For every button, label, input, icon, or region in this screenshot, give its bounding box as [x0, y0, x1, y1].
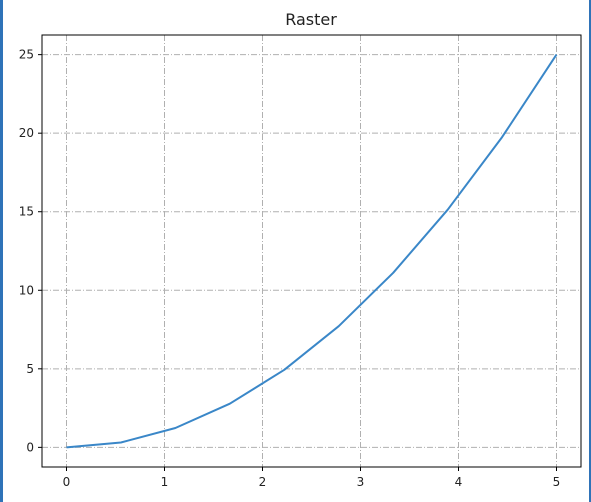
series-line [66, 54, 558, 449]
plot-frame [41, 34, 582, 468]
y-tick-label: 25 [19, 48, 34, 62]
window-right-border [589, 0, 591, 502]
series-layer [66, 54, 558, 449]
x-tick-label: 2 [259, 475, 267, 489]
y-tick-label: 5 [26, 362, 34, 376]
y-tick-label: 15 [19, 205, 34, 219]
y-tick-label: 0 [26, 440, 34, 454]
x-tick-label: 4 [455, 475, 463, 489]
x-tick-label: 5 [553, 475, 561, 489]
y-tick-label: 20 [19, 126, 34, 140]
x-tick-label: 1 [161, 475, 169, 489]
window-left-border [0, 0, 3, 502]
y-tick-label: 10 [19, 283, 34, 297]
y-axis: 0 5 10 15 20 25 [19, 48, 42, 454]
grid-lines [42, 35, 581, 467]
chart-title: Raster [285, 10, 337, 29]
x-axis: 0 1 2 3 4 5 [63, 467, 561, 489]
x-tick-label: 3 [357, 475, 365, 489]
x-tick-label: 0 [63, 475, 71, 489]
